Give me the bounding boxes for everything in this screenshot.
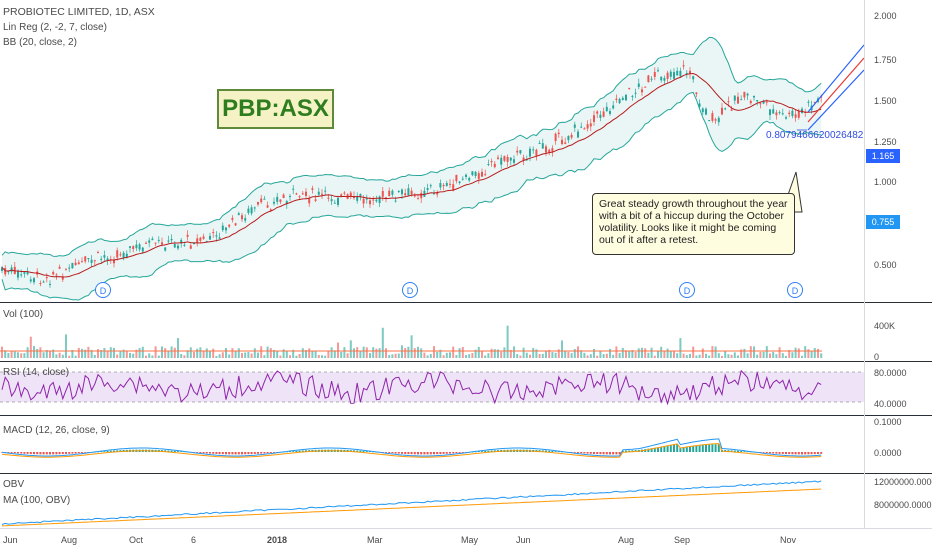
macd-label[interactable]: MACD (12, 26, close, 9)	[3, 425, 110, 436]
volume-tick: 400K	[874, 321, 896, 331]
time-tick: 2018	[267, 535, 288, 545]
price-tick: 1.500	[874, 96, 897, 106]
macd-tick: 0.1000	[874, 417, 902, 427]
time-tick: Aug	[618, 535, 635, 545]
time-tick: Jun	[3, 535, 18, 545]
pane-separator[interactable]	[0, 473, 932, 474]
time-tick: Oct	[129, 535, 144, 545]
obv-label[interactable]: OBV	[3, 479, 25, 490]
time-tick: May	[461, 535, 479, 545]
linreg-study-label[interactable]: Lin Reg (2, -2, 7, close)	[3, 22, 107, 33]
obv-chart[interactable]	[0, 474, 864, 528]
obv-tick: 12000000.0000	[874, 477, 932, 487]
obv-ma-label[interactable]: MA (100, OBV)	[3, 495, 71, 506]
rsi-tick: 80.0000	[874, 368, 907, 378]
rsi-chart[interactable]	[0, 362, 864, 414]
price-tick: 1.250	[874, 137, 897, 147]
dividend-marker[interactable]: D	[95, 282, 111, 298]
price-tick: 1.000	[874, 177, 897, 187]
time-tick: Mar	[367, 535, 383, 545]
pane-separator[interactable]	[0, 302, 932, 303]
volume-label[interactable]: Vol (100)	[3, 309, 44, 320]
price-axis-divider	[864, 0, 865, 528]
volume-tick: 0	[874, 352, 880, 362]
pane-separator[interactable]	[0, 415, 932, 416]
current-price-label: 1.165	[866, 149, 900, 163]
annotation-callout[interactable]: Great steady growth throughout the year …	[592, 193, 795, 255]
symbol-label-box[interactable]: PBP:ASX	[217, 89, 334, 129]
price-chart[interactable]	[0, 0, 864, 302]
pane-separator[interactable]	[0, 361, 932, 362]
time-tick: Sep	[674, 535, 691, 545]
time-tick: Jun	[516, 535, 531, 545]
dividend-marker[interactable]: D	[402, 282, 418, 298]
bollinger-fill	[2, 37, 822, 301]
time-tick: Aug	[61, 535, 78, 545]
fib-value-text: 0.8079466620026482	[766, 130, 864, 141]
volume-chart[interactable]	[0, 303, 864, 360]
rsi-label[interactable]: RSI (14, close)	[3, 367, 70, 378]
macd-tick: 0.0000	[874, 448, 902, 458]
price-tick: 0.500	[874, 260, 897, 270]
linreg-channel	[807, 44, 864, 131]
price-tick: 2.000	[874, 11, 897, 21]
rsi-tick: 40.0000	[874, 399, 907, 409]
chart-title: PROBIOTEC LIMITED, 1D, ASX	[3, 6, 155, 18]
obv-tick: 8000000.0000	[874, 500, 932, 510]
dividend-marker[interactable]: D	[787, 282, 803, 298]
dividend-marker[interactable]: D	[679, 282, 695, 298]
time-tick: Nov	[780, 535, 797, 545]
candlesticks	[1, 60, 823, 288]
macd-chart[interactable]	[0, 416, 864, 473]
time-tick: 6	[191, 535, 197, 545]
bollinger-bands	[1, 36, 822, 301]
price-tick: 1.750	[874, 55, 897, 65]
marker-price-label: 0.755	[866, 215, 900, 229]
bollinger-basis-line	[1, 72, 822, 278]
time-axis-border	[0, 528, 932, 529]
bb-study-label[interactable]: BB (20, close, 2)	[3, 37, 77, 48]
